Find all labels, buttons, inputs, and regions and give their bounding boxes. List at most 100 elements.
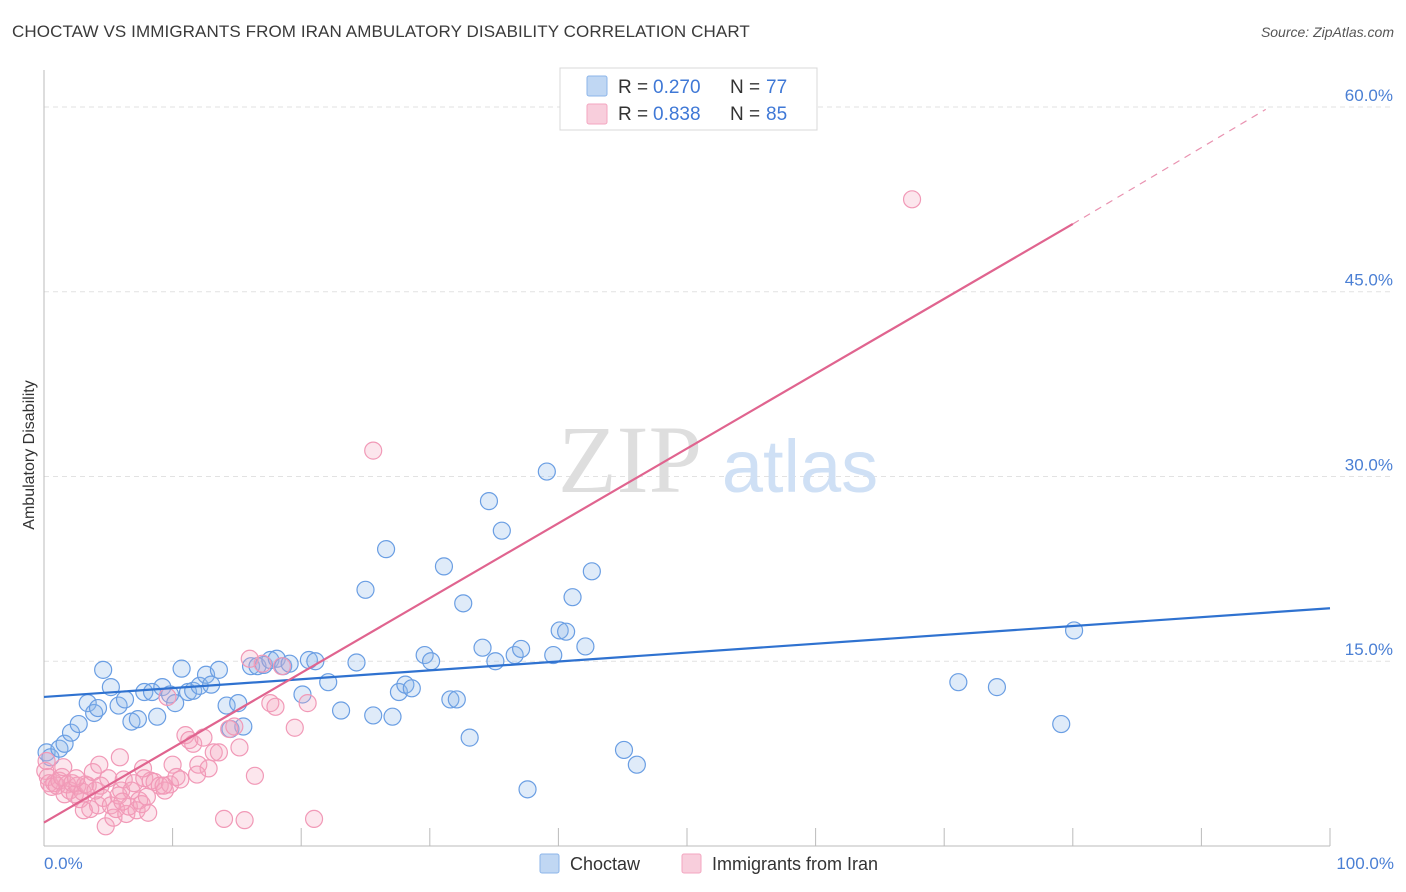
choctaw-point-54 (434, 557, 454, 576)
x-tick-label-min: 0.0% (44, 854, 83, 873)
choctaw-point-72 (582, 562, 601, 581)
bottom-legend: Choctaw Immigrants from Iran (539, 853, 878, 874)
iran-point-76 (37, 751, 56, 771)
legend-swatch-iran (586, 103, 608, 125)
y-tick-label-3: 60.0% (1345, 86, 1393, 105)
choctaw-point-5 (69, 714, 88, 734)
choctaw-point-15 (135, 682, 154, 702)
iran-point-57 (209, 743, 228, 762)
choctaw-point-67 (544, 645, 563, 665)
choctaw-point-77 (1052, 714, 1071, 734)
choctaw-point-39 (293, 685, 312, 704)
choctaw-point-41 (306, 652, 325, 671)
iran-point-64 (245, 766, 265, 785)
choctaw-point-17 (148, 707, 167, 726)
choctaw-point-27 (209, 660, 228, 679)
legend-r-value-choctaw: 0.270 (653, 77, 701, 98)
choctaw-point-57 (454, 594, 473, 613)
choctaw-point-74 (627, 755, 646, 774)
iran-point-68 (272, 657, 292, 676)
iran-point-84 (187, 765, 207, 784)
iran-point-79 (110, 748, 129, 767)
bottom-legend-swatch-choctaw (539, 853, 560, 874)
grid (44, 106, 1393, 662)
choctaw-point-56 (447, 690, 466, 709)
iran-point-56 (204, 743, 223, 762)
y-tick-labels: 15.0% 30.0% 45.0% 60.0% (1345, 86, 1393, 659)
iran-point-60 (225, 717, 244, 736)
legend-n-value-choctaw: 77 (766, 77, 787, 98)
iran-point-61 (230, 738, 249, 757)
iran-point-23 (94, 788, 113, 808)
choctaw-point-2 (50, 739, 69, 758)
iran-point-67 (266, 697, 285, 716)
iran-point-82 (133, 759, 153, 778)
choctaw-point-73 (614, 740, 634, 760)
legend-r-value-iran: 0.838 (653, 104, 701, 125)
choctaw-point-19 (160, 685, 180, 704)
choctaw-point-3 (55, 734, 74, 753)
choctaw-point-51 (402, 679, 421, 698)
iran-point-45 (158, 687, 177, 707)
iran-point-78 (74, 801, 93, 820)
choctaw-point-28 (217, 696, 236, 715)
legend-n-label-choctaw: N = (730, 77, 760, 98)
choctaw-point-69 (557, 622, 576, 641)
iran-point-69 (285, 718, 304, 737)
iran-point-74 (139, 803, 158, 822)
choctaw-point-43 (331, 701, 351, 720)
choctaw-point-8 (88, 698, 108, 718)
legend-swatch-choctaw (586, 75, 608, 97)
choctaw-point-59 (473, 638, 492, 657)
choctaw-point-21 (172, 659, 191, 678)
choctaw-point-53 (421, 652, 441, 671)
choctaw-point-60 (479, 492, 499, 511)
trend-lines (43, 108, 1331, 824)
legend-n-value-iran: 85 (766, 104, 787, 125)
choctaw-point-55 (441, 690, 460, 709)
source-label: Source: ZipAtlas.com (1260, 24, 1394, 40)
iran-point-71 (304, 809, 324, 829)
iran-point-75 (54, 758, 73, 777)
choctaw-point-64 (512, 639, 531, 659)
iran-point-70 (298, 694, 317, 713)
choctaw-point-46 (364, 706, 383, 725)
watermark-zip: ZIP (558, 406, 702, 513)
watermark: ZIP atlas (558, 406, 878, 513)
y-tick-label-2: 45.0% (1345, 271, 1393, 290)
iran-point-72 (364, 441, 383, 460)
iran-point-49 (171, 770, 190, 789)
bottom-legend-swatch-iran (681, 853, 702, 874)
iran-point-83 (154, 776, 173, 795)
choctaw-point-68 (550, 621, 569, 640)
y-axis-label: Ambulatory Disability (21, 380, 38, 529)
choctaw-point-58 (460, 728, 479, 747)
iran-point-46 (160, 775, 180, 794)
iran-point-55 (199, 759, 218, 778)
iran-point-65 (253, 654, 272, 673)
choctaw-point-75 (949, 673, 968, 692)
choctaw-point-12 (115, 690, 135, 709)
iran-point-62 (235, 811, 254, 830)
axes (43, 70, 1331, 847)
watermark-atlas: atlas (722, 425, 878, 508)
iran-point-73 (902, 190, 922, 209)
iran-trend-line-extension (1072, 108, 1267, 225)
choctaw-point-70 (563, 588, 582, 607)
choctaw-point-47 (376, 540, 396, 559)
iran-point-53 (189, 755, 208, 774)
choctaw-point-62 (492, 521, 511, 540)
iran-point-77 (90, 755, 109, 774)
points (36, 190, 1084, 836)
iran-point-80 (67, 769, 86, 788)
choctaw-point-18 (153, 678, 172, 697)
legend-r-label-iran: R = (618, 104, 648, 125)
choctaw-point-48 (383, 707, 402, 726)
choctaw-point-66 (537, 462, 556, 481)
iran-point-81 (113, 792, 132, 811)
y-tick-label-1: 30.0% (1345, 455, 1393, 474)
choctaw-point-32 (241, 657, 261, 676)
bottom-legend-label-choctaw: Choctaw (570, 854, 641, 874)
choctaw-point-9 (94, 660, 113, 679)
